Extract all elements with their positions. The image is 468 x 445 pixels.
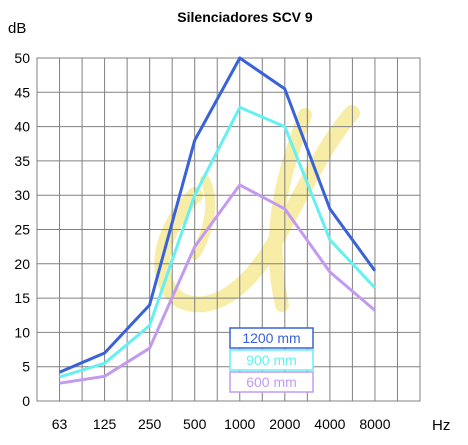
x-axis-label: Hz bbox=[432, 417, 450, 434]
y-tick-label: 40 bbox=[14, 119, 30, 135]
y-tick-label: 35 bbox=[14, 153, 30, 169]
y-tick-label: 30 bbox=[14, 187, 30, 203]
x-tick-label: 125 bbox=[93, 416, 117, 432]
series-line bbox=[59, 105, 376, 379]
legend-box bbox=[229, 349, 314, 371]
legend: 1200 mm 900 mm 600 mm bbox=[229, 327, 314, 393]
series-layer bbox=[58, 56, 377, 385]
x-tick-label: 2000 bbox=[269, 416, 300, 432]
legend-box bbox=[229, 371, 314, 393]
x-tick-labels: 63 125 250 500 1000 2000 4000 8000 bbox=[52, 416, 391, 432]
grid bbox=[36, 57, 421, 402]
y-tick-label: 10 bbox=[14, 324, 30, 340]
y-tick-label: 50 bbox=[14, 50, 30, 66]
legend-label: 600 mm bbox=[246, 374, 297, 390]
x-tick-label: 1000 bbox=[224, 416, 255, 432]
x-tick-label: 8000 bbox=[359, 416, 390, 432]
y-tick-label: 5 bbox=[22, 359, 30, 375]
plot-border bbox=[36, 57, 421, 402]
x-tick-label: 63 bbox=[52, 416, 68, 432]
y-tick-label: 20 bbox=[14, 256, 30, 272]
y-tick-labels: 0 5 10 15 20 25 30 35 40 45 50 bbox=[14, 50, 30, 409]
series-line bbox=[58, 56, 377, 374]
y-tick-label: 0 bbox=[22, 393, 30, 409]
y-tick-label: 25 bbox=[14, 222, 30, 238]
x-tick-label: 4000 bbox=[314, 416, 345, 432]
y-tick-label: 15 bbox=[14, 290, 30, 306]
chart-title: Silenciadores SCV 9 bbox=[177, 9, 313, 25]
legend-label: 1200 mm bbox=[242, 330, 300, 346]
x-tick-label: 250 bbox=[138, 416, 162, 432]
series-line bbox=[59, 183, 376, 385]
y-tick-label: 45 bbox=[14, 84, 30, 100]
x-tick-label: 500 bbox=[183, 416, 207, 432]
legend-box bbox=[229, 327, 314, 349]
y-axis-label: dB bbox=[8, 20, 26, 37]
legend-label: 900 mm bbox=[246, 352, 297, 368]
